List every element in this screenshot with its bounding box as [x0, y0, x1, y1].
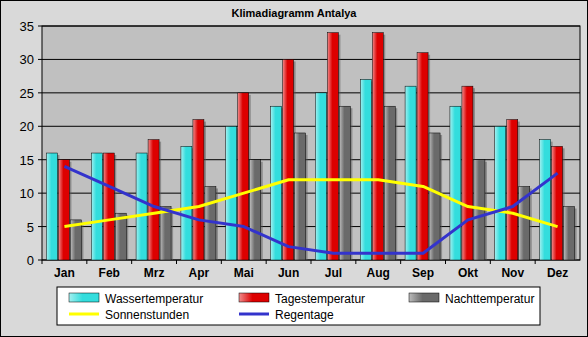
x-tick-label: Dez [547, 266, 568, 280]
bar [148, 140, 159, 260]
x-tick-label: Jan [54, 266, 75, 280]
legend-swatch [69, 313, 99, 316]
bar [450, 106, 461, 260]
bar [136, 153, 147, 260]
y-tick [38, 92, 42, 93]
legend-label: Regentage [275, 308, 334, 322]
bar [552, 146, 563, 260]
chart: Klimadiagramm Antalya 0 5 10 15 20 25 30 35 Jan Fe… [0, 0, 588, 337]
legend-swatch [239, 313, 269, 316]
y-tick [38, 26, 42, 27]
y-tick-label: 35 [20, 19, 34, 34]
bar [193, 120, 204, 260]
legend-swatch [409, 293, 439, 302]
y-tick-label: 30 [20, 52, 34, 67]
y-tick-label: 10 [20, 186, 34, 201]
y-tick [38, 226, 42, 227]
title: Klimadiagramm Antalya [232, 7, 358, 19]
x-tick [131, 260, 132, 264]
x-tick-label: Aug [367, 266, 390, 280]
x-tick-label: Sep [412, 266, 434, 280]
y-tick-label: 0 [27, 253, 34, 268]
x-tick-label: Mai [234, 266, 254, 280]
bar [507, 120, 518, 260]
y-tick [38, 59, 42, 60]
x-tick [176, 260, 177, 264]
x-tick-label: Jul [325, 266, 342, 280]
legend-swatch [239, 293, 269, 302]
legend-label: Sonnenstunden [105, 308, 189, 322]
x-tick [355, 260, 356, 264]
x-tick [535, 260, 536, 264]
bar [417, 53, 428, 260]
x-tick-label: Apr [189, 266, 210, 280]
y-tick [38, 159, 42, 160]
bar [103, 153, 114, 260]
bar [540, 140, 551, 260]
chart-wrapper: Klimadiagramm Antalya 0 5 10 15 20 25 30 35 Jan Fe… [0, 0, 588, 337]
bar [46, 153, 57, 260]
bar [405, 86, 416, 260]
grid-line [42, 59, 580, 60]
x-tick [490, 260, 491, 264]
x-tick-label: Jun [278, 266, 299, 280]
y-tick-label: 25 [20, 86, 34, 101]
bar [250, 160, 261, 260]
legend-label: Nachttemperatur [445, 292, 534, 306]
bar [160, 207, 171, 260]
legend-label: Wassertemperatur [105, 292, 203, 306]
bar [360, 79, 371, 260]
bar [295, 133, 306, 260]
x-tick [266, 260, 267, 264]
x-tick-label: Feb [99, 266, 120, 280]
bar [315, 93, 326, 260]
y-tick-label: 20 [20, 119, 34, 134]
marks [46, 33, 576, 260]
bar [238, 93, 249, 260]
x-tick [86, 260, 87, 264]
grid-line [42, 92, 580, 93]
legend-swatch [69, 293, 99, 302]
y-tick [38, 126, 42, 127]
line [64, 166, 557, 253]
y-tick [38, 260, 42, 261]
x-tick [445, 260, 446, 264]
plot-area [42, 26, 580, 260]
x-tick-label: Okt [458, 266, 478, 280]
bar [339, 106, 350, 260]
legend [57, 287, 540, 325]
bar [283, 59, 294, 260]
bar [327, 33, 338, 260]
bar [91, 153, 102, 260]
bar [462, 86, 473, 260]
bar [226, 126, 237, 260]
y-tick [38, 193, 42, 194]
y-tick-label: 5 [27, 220, 34, 235]
x-tick [400, 260, 401, 264]
background [1, 1, 588, 337]
legend-label: Tagestemperatur [275, 292, 365, 306]
plot-frame [42, 26, 580, 260]
bar [372, 33, 383, 260]
bar [58, 160, 69, 260]
bar [564, 207, 575, 260]
x-tick [221, 260, 222, 264]
bar [181, 146, 192, 260]
line [64, 180, 557, 227]
x-tick-label: Mrz [144, 266, 165, 280]
x-tick [42, 260, 43, 264]
bar [495, 126, 506, 260]
x-tick-label: Nov [501, 266, 524, 280]
y-tick-label: 15 [20, 153, 34, 168]
x-tick [311, 260, 312, 264]
